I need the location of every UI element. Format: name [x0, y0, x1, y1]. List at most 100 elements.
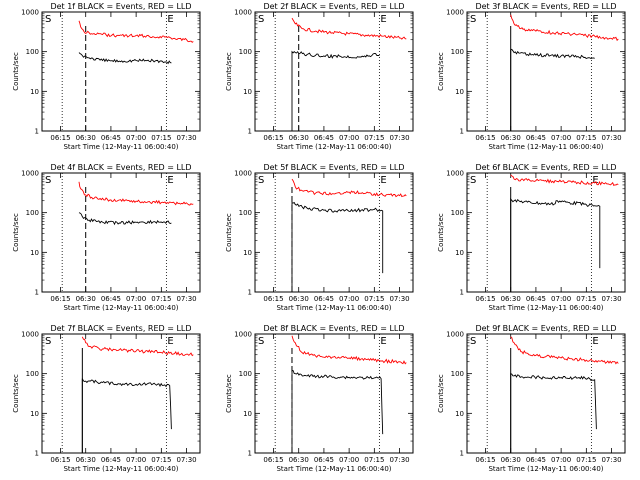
panel-title: Det 3f BLACK = Events, RED = LLD	[475, 2, 616, 11]
y-tick-label: 100	[451, 48, 464, 56]
x-tick-label: 06:15	[263, 295, 283, 303]
y-tick-label: 10	[30, 410, 39, 418]
events-series-line	[510, 373, 597, 453]
x-tick-label: 07:30	[389, 134, 409, 142]
x-axis-label: Start Time (12-May-11 06:00:40)	[63, 304, 178, 312]
x-tick-label: 07:15	[151, 134, 171, 142]
y-tick-label: 10	[455, 410, 464, 418]
panel-title: Det 1f BLACK = Events, RED = LLD	[50, 2, 191, 11]
y-tick-label: 1	[460, 450, 464, 458]
panel-title: Det 7f BLACK = Events, RED = LLD	[50, 324, 191, 333]
y-tick-label: 100	[239, 48, 252, 56]
y-tick-label: 1	[248, 450, 252, 458]
y-tick-label: 100	[26, 209, 39, 217]
x-axis-label: Start Time (12-May-11 06:00:40)	[276, 304, 391, 312]
x-tick-label: 06:30	[76, 134, 96, 142]
panel-title: Det 5f BLACK = Events, RED = LLD	[263, 163, 404, 172]
x-tick-label: 06:30	[289, 295, 309, 303]
detector-panel-4: Det 4f BLACK = Events, RED = LLD 1 10 100 10…	[12, 163, 201, 312]
y-tick-label: 1000	[21, 9, 39, 17]
x-tick-label: 07:30	[176, 295, 196, 303]
detector-panel-1: Det 1f BLACK = Events, RED = LLD 1 10 100 10…	[12, 2, 201, 151]
x-axis-label: Start Time (12-May-11 06:00:40)	[488, 304, 603, 312]
x-tick-label: 07:30	[389, 295, 409, 303]
detector-panel-5: Det 5f BLACK = Events, RED = LLD 1 10 100 10…	[225, 163, 414, 312]
y-tick-label: 1000	[234, 9, 252, 17]
end-flag: E	[380, 175, 386, 186]
x-tick-label: 07:00	[551, 134, 571, 142]
x-axis-label: Start Time (12-May-11 06:00:40)	[63, 143, 178, 151]
y-tick-label: 10	[30, 88, 39, 96]
x-tick-label: 06:15	[475, 456, 495, 464]
end-flag: E	[167, 175, 173, 186]
x-tick-label: 07:15	[576, 134, 596, 142]
x-tick-label: 06:15	[50, 134, 70, 142]
x-tick-label: 07:00	[339, 456, 359, 464]
x-tick-label: 07:30	[601, 295, 621, 303]
y-tick-label: 100	[26, 370, 39, 378]
y-tick-label: 1000	[446, 9, 464, 17]
y-axis-label: Counts/sec	[225, 213, 233, 252]
y-tick-label: 1000	[21, 170, 39, 178]
end-flag: E	[380, 336, 386, 347]
plot-frame	[254, 333, 414, 454]
end-flag: E	[167, 336, 173, 347]
y-tick-label: 1000	[446, 170, 464, 178]
x-tick-label: 06:30	[289, 456, 309, 464]
start-flag: S	[470, 175, 476, 186]
x-tick-label: 06:45	[101, 295, 121, 303]
start-flag: S	[45, 336, 51, 347]
x-tick-label: 07:00	[126, 134, 146, 142]
plot-frame	[41, 11, 201, 132]
y-tick-label: 10	[455, 249, 464, 257]
y-axis-label: Counts/sec	[12, 213, 20, 252]
x-tick-label: 06:30	[501, 134, 521, 142]
events-series-line	[78, 212, 172, 226]
x-tick-label: 07:15	[364, 295, 384, 303]
x-axis-label: Start Time (12-May-11 06:00:40)	[488, 465, 603, 473]
events-series-line	[510, 48, 595, 131]
detector-panel-9: Det 9f BLACK = Events, RED = LLD 1 10 100 10…	[437, 324, 626, 473]
y-tick-label: 1	[248, 128, 252, 136]
y-tick-label: 1	[248, 289, 252, 297]
lld-series-line	[510, 336, 619, 365]
end-flag: E	[380, 14, 386, 25]
end-flag: E	[167, 14, 173, 25]
x-tick-label: 07:30	[176, 134, 196, 142]
x-tick-label: 06:45	[314, 456, 334, 464]
x-tick-label: 07:30	[601, 134, 621, 142]
lld-series-line	[78, 20, 194, 43]
x-tick-label: 07:00	[126, 456, 146, 464]
x-tick-label: 06:15	[263, 456, 283, 464]
x-axis-label: Start Time (12-May-11 06:00:40)	[488, 143, 603, 151]
y-tick-label: 1	[35, 128, 39, 136]
detector-panel-2: Det 2f BLACK = Events, RED = LLD 1 10 100 10…	[225, 2, 414, 151]
y-axis-label: Counts/sec	[225, 374, 233, 413]
events-series-line	[510, 197, 601, 292]
x-axis-label: Start Time (12-May-11 06:00:40)	[276, 143, 391, 151]
plot-frame	[254, 172, 414, 293]
events-series-line	[78, 52, 172, 65]
x-tick-label: 06:15	[475, 134, 495, 142]
panel-title: Det 8f BLACK = Events, RED = LLD	[263, 324, 404, 333]
y-axis-label: Counts/sec	[12, 374, 20, 413]
x-tick-label: 06:45	[101, 134, 121, 142]
y-tick-label: 100	[26, 48, 39, 56]
y-tick-label: 10	[243, 249, 252, 257]
plot-frame	[466, 333, 626, 454]
x-tick-label: 06:30	[501, 456, 521, 464]
y-tick-label: 1	[35, 450, 39, 458]
y-axis-label: Counts/sec	[12, 52, 20, 91]
start-flag: S	[258, 175, 264, 186]
x-tick-label: 07:30	[389, 456, 409, 464]
y-axis-label: Counts/sec	[225, 52, 233, 91]
panel-title: Det 9f BLACK = Events, RED = LLD	[475, 324, 616, 333]
x-tick-label: 07:00	[551, 456, 571, 464]
y-tick-label: 1000	[234, 331, 252, 339]
x-tick-label: 06:45	[314, 134, 334, 142]
x-tick-label: 07:30	[601, 456, 621, 464]
panel-title: Det 6f BLACK = Events, RED = LLD	[475, 163, 616, 172]
x-tick-label: 07:30	[176, 456, 196, 464]
x-tick-label: 06:45	[526, 134, 546, 142]
